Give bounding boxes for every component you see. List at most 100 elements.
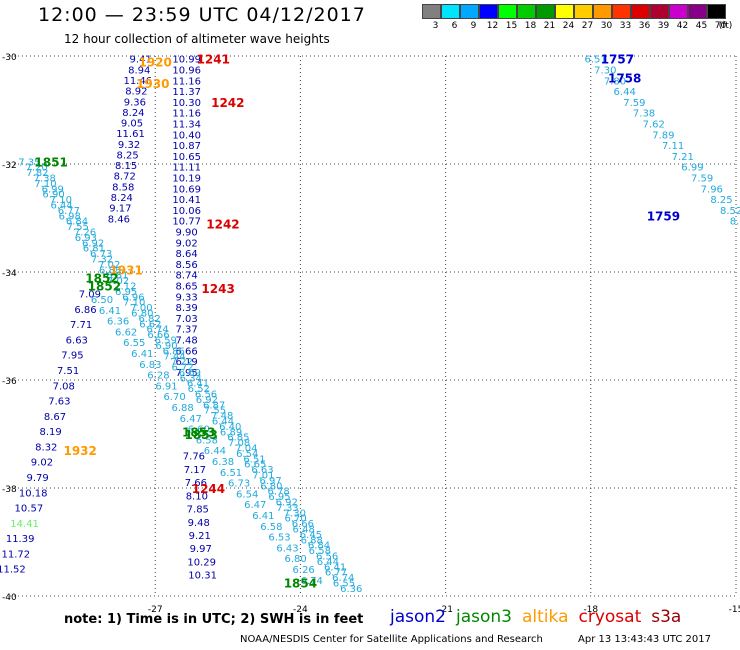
wave-height-value: 6.62 <box>139 319 161 330</box>
wave-height-value: 7.95 <box>176 368 198 379</box>
wave-height-value: 11.39 <box>6 534 35 545</box>
pass-time-label: 1242 <box>206 217 239 231</box>
lon-tick-label: -21 <box>438 605 453 615</box>
wave-height-value: 6.95 <box>115 287 137 298</box>
wave-height-value: 7.62 <box>643 120 665 131</box>
wave-height-value: 10.40 <box>172 130 201 141</box>
wave-height-value: 6.78 <box>268 487 290 498</box>
wave-height-value: 6.44 <box>614 87 636 98</box>
wave-height-value: 6.85 <box>227 433 249 444</box>
wave-height-value: 9.21 <box>189 531 211 542</box>
wave-height-value: 7.02 <box>98 260 120 271</box>
map-grid <box>10 55 737 597</box>
lat-tick-label: -40 <box>2 593 17 603</box>
footer-timestamp: Apr 13 13:43:43 UTC 2017 <box>578 634 711 645</box>
wave-height-value: 6.44 <box>212 417 234 428</box>
wave-height-value: 10.30 <box>172 98 201 109</box>
wave-height-value: 6.65 <box>244 460 266 471</box>
wave-height-value: 6.66 <box>292 519 314 530</box>
wave-height-value: 6.83 <box>139 360 161 371</box>
scale-swatch <box>460 4 479 19</box>
wave-height-value: 11.52 <box>0 565 26 576</box>
wave-height-value: 6.63 <box>251 465 273 476</box>
wave-height-value: 9.33 <box>176 292 198 303</box>
legend-jason3: jason3 <box>456 607 512 627</box>
wave-height-value: 8.19 <box>40 427 62 438</box>
wave-height-value: 9.02 <box>31 458 53 469</box>
wave-height-value: 6.52 <box>188 384 210 395</box>
pass-time-label: 1930 <box>136 77 169 91</box>
wave-height-value: 9.32 <box>118 140 140 151</box>
wave-height-value: 7.38 <box>633 109 655 120</box>
wave-height-value: 7.12 <box>114 282 136 293</box>
wave-height-value: 6.89 <box>220 427 242 438</box>
wave-height-value: 6.41 <box>187 379 209 390</box>
wave-height-values: 9.418.9411.468.929.368.249.0511.619.328.… <box>0 55 740 595</box>
wave-height-value: 9.05 <box>121 119 143 130</box>
wave-height-value: 9.17 <box>109 204 131 215</box>
scale-label: 12 <box>486 21 499 31</box>
scale-label: 42 <box>676 21 689 31</box>
wave-height-value: 11.34 <box>172 120 201 131</box>
wave-height-value: 6.88 <box>301 535 323 546</box>
wave-height-value: 6.58 <box>260 522 282 533</box>
wave-height-value: 6.84 <box>308 541 330 552</box>
wave-height-value: 6.56 <box>195 390 217 401</box>
scale-label: 15 <box>505 21 518 31</box>
lat-tick-label: -30 <box>2 53 17 63</box>
wave-height-value: 8.92 <box>125 87 147 98</box>
wave-height-value: 6.50 <box>91 295 113 306</box>
wave-height-value: 6.62 <box>115 327 137 338</box>
wave-height-value: 8.74 <box>176 271 198 282</box>
wave-height-value: 6.73 <box>228 479 250 490</box>
wave-height-value: 6.88 <box>172 403 194 414</box>
scale-label: 24 <box>562 21 575 31</box>
wave-height-value: 6.34 <box>180 373 202 384</box>
wave-height-value: 7.08 <box>228 438 250 449</box>
wave-height-value: 7.48 <box>176 336 198 347</box>
wave-height-value: 7.63 <box>48 397 70 408</box>
wave-height-value: 7.89 <box>652 130 674 141</box>
wave-height-value: 6.66 <box>176 346 198 357</box>
wave-height-value: 6.88 <box>99 265 121 276</box>
wave-height-value: 10.18 <box>19 488 48 499</box>
wave-height-value: 11.72 <box>1 549 30 560</box>
wave-height-value: 7.30 <box>594 66 616 77</box>
wave-height-value: 7.96 <box>701 184 723 195</box>
wave-height-value: 7.22 <box>171 357 193 368</box>
wave-height-value: 8.46 <box>108 214 130 225</box>
footer-credit: NOAA/NESDIS Center for Satellite Applica… <box>240 634 543 645</box>
scale-swatch <box>707 4 726 19</box>
wave-height-value: 6.38 <box>212 457 234 468</box>
wave-height-value: 6.66 <box>147 330 169 341</box>
wave-height-value: 7.55 <box>67 222 89 233</box>
scale-swatch <box>479 4 498 19</box>
wave-height-value: 8.58 <box>112 182 134 193</box>
wave-height-value: 6.58 <box>309 546 331 557</box>
wave-height-value: 7.71 <box>70 320 92 331</box>
wave-height-value: 6.60 <box>188 425 210 436</box>
pass-time-label: 1244 <box>192 482 225 496</box>
wave-height-value: 7.38 <box>34 174 56 185</box>
wave-height-value: 6.80 <box>284 554 306 565</box>
scale-swatch <box>498 4 517 19</box>
wave-height-value: 6.51 <box>585 55 607 66</box>
wave-height-value: 7.76 <box>183 452 205 463</box>
lon-tick-label: -27 <box>148 605 163 615</box>
pass-time-labels: 1241 1920 1930 1242 1242 1243 1244 1931 1932 1851… <box>34 53 680 591</box>
wave-height-value: 10.57 <box>15 504 44 515</box>
lat-tick-label: -36 <box>2 377 17 387</box>
wave-height-value: 7.26 <box>74 228 96 239</box>
wave-height-value: 6.26 <box>293 565 315 576</box>
wave-height-value: 6.73 <box>90 249 112 260</box>
wave-height-value: 6.44 <box>204 446 226 457</box>
wave-height-value: 7.51 <box>57 366 79 377</box>
lat-tick-label: -32 <box>2 161 17 171</box>
wave-height-value: 8.25 <box>710 195 732 206</box>
wave-height-value: 11.61 <box>116 129 145 140</box>
wave-height-value: 9.79 <box>26 473 48 484</box>
wave-height-value: 7.03 <box>176 314 198 325</box>
wave-height-value: 6.74 <box>147 325 169 336</box>
wave-height-value: 6.90 <box>155 341 177 352</box>
